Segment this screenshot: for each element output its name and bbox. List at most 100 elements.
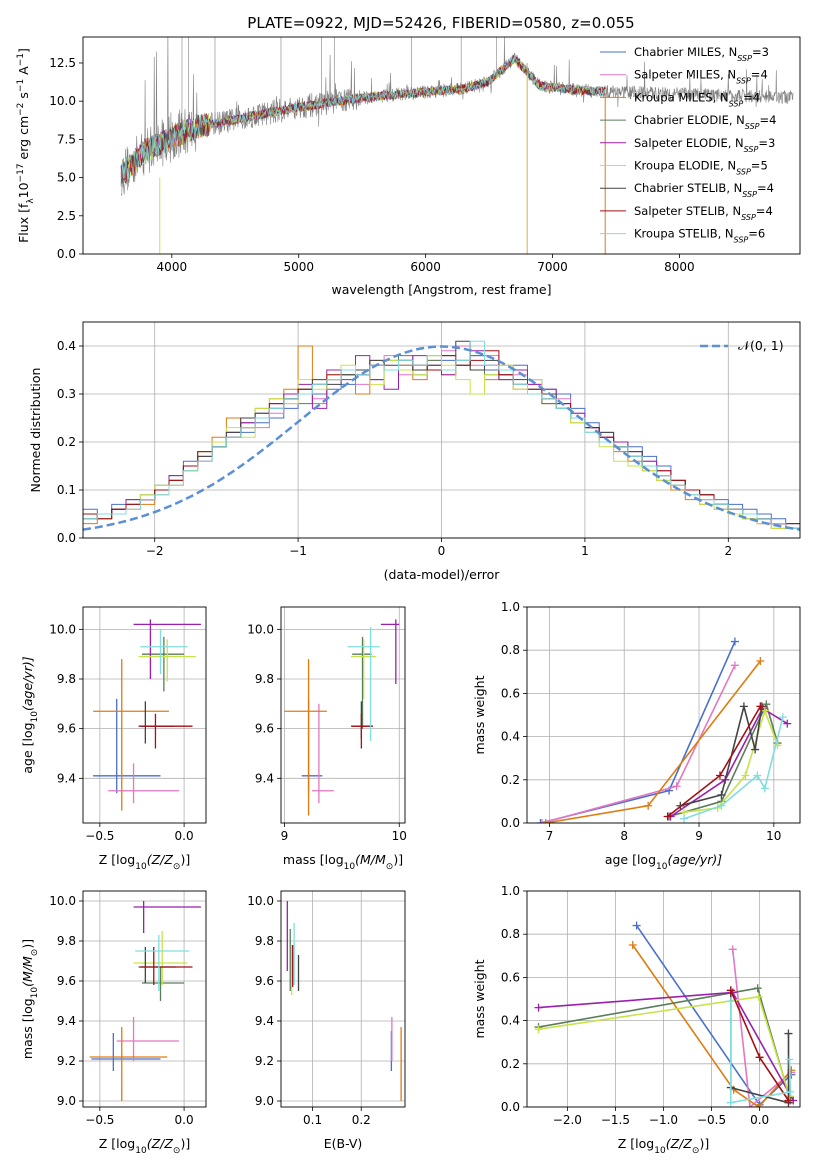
residuals-frame bbox=[82, 321, 801, 539]
y-tick-label: 9.2 bbox=[255, 1054, 274, 1068]
y-tick-label: 1.0 bbox=[501, 600, 520, 614]
weight-marker bbox=[628, 941, 637, 949]
legend-label: 𝒩(0, 1) bbox=[738, 338, 784, 353]
axis-label: mass [log10(M/M⊙)] bbox=[20, 939, 40, 1059]
weight-marker bbox=[715, 771, 724, 780]
weight-line-5 bbox=[538, 995, 791, 1097]
y-tick-label: 9.4 bbox=[57, 1014, 76, 1028]
weight-line-4 bbox=[670, 707, 788, 818]
x-tick-label: −0.5 bbox=[85, 829, 114, 843]
mass-Z-axes: −0.5 0.0 9.0 9.2 9.4 9.6 9.8 10.0 bbox=[49, 891, 206, 1127]
x-tick-label: −0.5 bbox=[697, 1113, 726, 1127]
legend-label: Chabrier STELIB, NSSP=4 bbox=[634, 181, 774, 199]
y-tick-label: 9.6 bbox=[255, 722, 274, 736]
residuals-axes: −2 −1 0 1 2 0.0 0.1 0.2 0.3 0.4 bbox=[57, 322, 800, 558]
axis-label: Flux [fλ10−17 erg cm−2 s−1 A−1] bbox=[16, 48, 36, 243]
y-tick-label: 10.0 bbox=[49, 622, 76, 636]
x-tick-label: −1.5 bbox=[601, 1113, 630, 1127]
y-tick-label: 0.4 bbox=[501, 730, 520, 744]
y-tick-label: 0.0 bbox=[501, 816, 520, 830]
y-tick-label: 0.8 bbox=[501, 643, 520, 657]
x-tick-label: −0.5 bbox=[85, 1113, 114, 1127]
mass-Z-plot bbox=[89, 901, 201, 1101]
y-tick-label: 0.0 bbox=[57, 531, 76, 545]
weight-Z-plot bbox=[534, 921, 798, 1107]
y-tick-label: 9.0 bbox=[57, 1094, 76, 1108]
y-tick-label: 0.1 bbox=[57, 483, 76, 497]
y-tick-label: 5.0 bbox=[57, 171, 76, 185]
x-tick-label: 8 bbox=[620, 829, 628, 843]
legend-label: Salpeter STELIB, NSSP=4 bbox=[634, 204, 773, 222]
weight-marker bbox=[730, 661, 739, 670]
weight-marker bbox=[754, 1103, 763, 1107]
legend-label: Salpeter ELODIE, NSSP=3 bbox=[634, 136, 775, 154]
y-tick-label: 1.0 bbox=[501, 884, 520, 898]
residuals-plot bbox=[83, 340, 800, 538]
y-tick-label: 10.0 bbox=[247, 622, 274, 636]
weight-marker bbox=[784, 1096, 793, 1105]
x-tick-label: 7000 bbox=[537, 260, 568, 274]
x-tick-label: −2.0 bbox=[553, 1113, 582, 1127]
weight-marker bbox=[726, 986, 735, 995]
weight-marker bbox=[785, 1092, 794, 1101]
x-tick-label: −2 bbox=[146, 544, 164, 558]
axis-label: Z [log10(Z/Z⊙)] bbox=[99, 852, 190, 872]
weight-marker bbox=[534, 1003, 543, 1012]
y-tick-label: 0.3 bbox=[57, 387, 76, 401]
weight-marker bbox=[541, 819, 550, 823]
axis-label: mass [log10(M/M⊙)] bbox=[283, 852, 403, 872]
weight-marker bbox=[756, 657, 765, 665]
age-Z-plot bbox=[93, 619, 201, 811]
y-tick-label: 0.2 bbox=[57, 435, 76, 449]
x-tick-label: 7 bbox=[546, 829, 554, 843]
y-tick-label: 9.8 bbox=[57, 672, 76, 686]
spectrum-axes: 4000 5000 6000 7000 8000 0.0 2.5 5.0 7.5 10.0 12.5 bbox=[49, 56, 694, 274]
weight-marker bbox=[672, 782, 681, 791]
weight-age-frame bbox=[526, 606, 801, 824]
y-tick-label: 0.8 bbox=[501, 927, 520, 941]
weight-age-plot bbox=[536, 637, 792, 823]
plot-layer: 4000 5000 6000 7000 80000.02.55.07.510.012.5… bbox=[16, 36, 801, 1156]
y-tick-label: 0.0 bbox=[501, 1100, 520, 1114]
y-tick-label: 0.4 bbox=[57, 339, 76, 353]
x-tick-label: −1.0 bbox=[649, 1113, 678, 1127]
weight-marker bbox=[756, 702, 765, 711]
weight-line-8 bbox=[730, 1001, 792, 1104]
weight-marker bbox=[753, 984, 762, 993]
x-tick-label: 5000 bbox=[283, 260, 314, 274]
age-mass-axes: 9 10 9.4 9.6 9.8 10.0 bbox=[247, 607, 407, 843]
legend-label: Kroupa MILES, NSSP=4 bbox=[634, 90, 760, 108]
weight-marker bbox=[760, 706, 769, 715]
axis-label: Z [log10(Z/Z⊙)] bbox=[618, 1136, 709, 1156]
x-axis-label: E(B-V) bbox=[324, 1136, 363, 1151]
y-tick-label: 9.6 bbox=[57, 974, 76, 988]
weight-marker bbox=[536, 819, 545, 823]
histogram-8 bbox=[83, 340, 800, 538]
weight-marker bbox=[741, 771, 750, 780]
weight-marker bbox=[783, 719, 792, 728]
x-tick-label: 0.0 bbox=[750, 1113, 769, 1127]
y-tick-label: 9.4 bbox=[255, 771, 274, 785]
weight-Z-axes: −2.0 −1.5 −1.0 −0.5 0.0 0.0 0.2 0.4 0.6 0.8 1.0 bbox=[501, 884, 800, 1127]
weight-line-3 bbox=[668, 701, 779, 818]
y-tick-label: 9.6 bbox=[57, 722, 76, 736]
y-tick-label: 10.0 bbox=[49, 894, 76, 908]
weight-marker bbox=[778, 713, 787, 722]
weight-marker bbox=[717, 801, 726, 810]
x-tick-label: 1 bbox=[581, 544, 589, 558]
y-tick-label: 9.4 bbox=[57, 771, 76, 785]
mass-EBV-frame bbox=[280, 890, 406, 1108]
weight-marker bbox=[753, 771, 762, 780]
x-tick-label: 0 bbox=[438, 544, 446, 558]
weight-marker bbox=[754, 992, 763, 1001]
weight-marker bbox=[730, 637, 739, 646]
y-tick-label: 0.6 bbox=[501, 686, 520, 700]
y-tick-label: 10.0 bbox=[49, 94, 76, 108]
mass-Z-frame bbox=[82, 890, 207, 1108]
x-tick-label: 0.1 bbox=[303, 1113, 322, 1127]
figure-title: PLATE=0922, MJD=52426, FIBERID=0580, z=0… bbox=[247, 14, 634, 32]
x-tick-label: −1 bbox=[289, 544, 307, 558]
y-tick-label: 12.5 bbox=[49, 56, 76, 70]
legend-label: Salpeter MILES, NSSP=4 bbox=[634, 68, 768, 86]
